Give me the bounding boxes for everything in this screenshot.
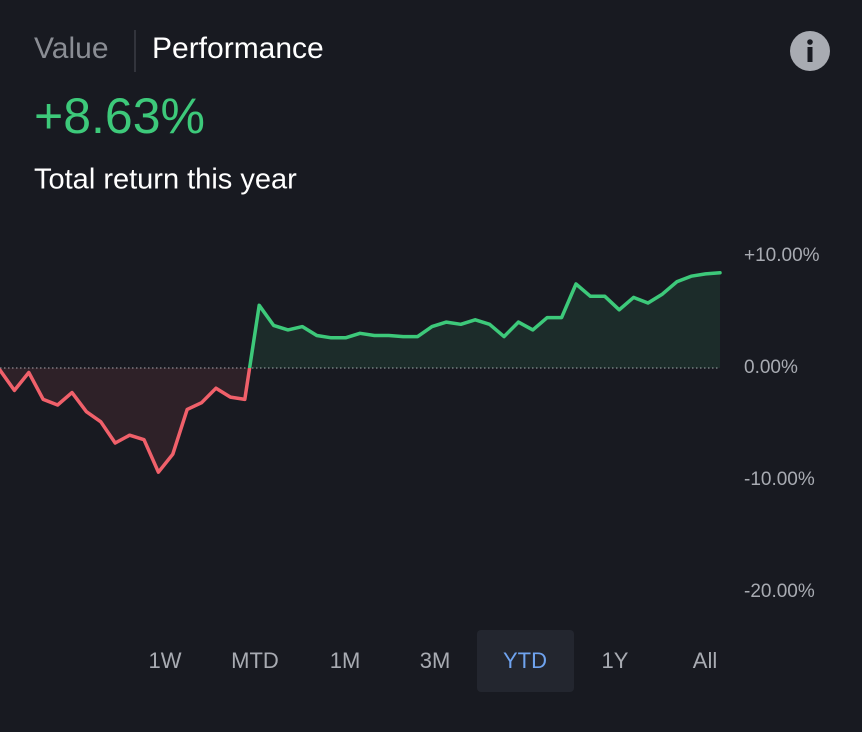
range-button[interactable]: 1Y: [602, 648, 629, 673]
headline-caption: Total return this year: [34, 164, 297, 196]
y-tick-label: -20.00%: [744, 581, 815, 602]
range-label: 1W: [149, 648, 182, 673]
y-tick-label: 0.00%: [744, 357, 798, 378]
range-button[interactable]: 1W: [149, 648, 182, 673]
range-label: 3M: [420, 648, 451, 673]
range-button[interactable]: YTD: [477, 630, 574, 692]
range-button[interactable]: 3M: [420, 648, 451, 673]
range-label: MTD: [231, 648, 279, 673]
y-tick-label: +10.00%: [744, 245, 820, 266]
return-line: [0, 271, 722, 474]
info-dot: [807, 39, 813, 45]
range-label: 1M: [330, 648, 361, 673]
range-highlight: [477, 630, 574, 692]
tab[interactable]: Value: [34, 32, 109, 65]
range-label: 1Y: [602, 648, 629, 673]
y-tick-label: -10.00%: [744, 469, 815, 490]
range-button[interactable]: 1M: [330, 648, 361, 673]
info-button[interactable]: [790, 31, 830, 71]
range-button[interactable]: MTD: [231, 648, 279, 673]
area-fill: [0, 272, 720, 473]
range-button[interactable]: All: [693, 648, 717, 673]
headline-value: +8.63%: [34, 88, 205, 144]
range-label: All: [693, 648, 717, 673]
tab[interactable]: Performance: [152, 32, 324, 65]
info-stem: [807, 47, 813, 62]
range-label: YTD: [503, 648, 547, 673]
